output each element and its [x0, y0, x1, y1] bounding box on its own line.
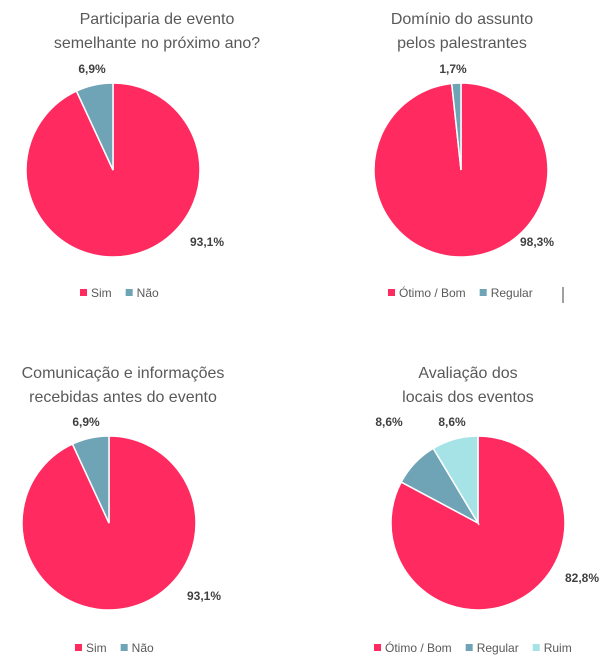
data-label: 98,3%	[520, 235, 554, 249]
chart-title-line: recebidas antes do evento	[29, 389, 217, 406]
legend-entry: Não	[132, 641, 154, 655]
legend-marker	[388, 289, 395, 296]
legend-marker	[120, 644, 128, 651]
chart-title-line: pelos palestrantes	[397, 35, 527, 52]
chart-title-line: Participaria de evento	[80, 11, 235, 28]
pie-slice-regular	[450, 82, 462, 171]
data-label: 82,8%	[565, 571, 599, 585]
legend-entry: Ótimo / Bom	[385, 640, 452, 655]
data-label: 1,7%	[439, 62, 467, 76]
chart-title-line: Comunicação e informações	[22, 365, 225, 382]
legend-entry: Ótimo / Bom	[399, 285, 466, 300]
legend-entry: Regular	[477, 641, 519, 655]
pie-chart-3: Comunicação e informações recebidas antes…	[21, 365, 225, 655]
data-label: 8,6%	[375, 415, 403, 429]
legend-marker	[75, 644, 82, 651]
legend-entry: Sim	[86, 641, 107, 655]
pie-chart-2: Domínio do assunto pelos palestrantes 98,3…	[373, 11, 564, 303]
data-label: 8,6%	[438, 415, 466, 429]
pie-chart-1: Participaria de evento semelhante no próx…	[25, 11, 260, 300]
chart-title-line: Avaliação dos	[418, 365, 517, 382]
legend-marker	[80, 289, 87, 296]
chart-title-line: locais dos eventos	[402, 389, 534, 406]
data-label: 6,9%	[72, 415, 100, 429]
legend-marker	[479, 289, 487, 296]
legend-marker	[374, 644, 381, 651]
pie-slice-ruim	[432, 435, 479, 526]
legend-entry: Sim	[91, 286, 112, 300]
data-label: 93,1%	[187, 589, 221, 603]
legend-marker	[125, 289, 133, 296]
pie-slice-sim	[25, 82, 201, 258]
pie-slice-sim	[21, 435, 197, 611]
pie-slice-n-o	[71, 435, 110, 524]
pie-chart-4: Avaliação dos locais dos eventos 82,8% 8,6%…	[374, 365, 599, 655]
pie-slice-n-o	[75, 82, 114, 171]
data-label: 6,9%	[78, 62, 106, 76]
chart-title-line: Domínio do assunto	[391, 11, 533, 28]
legend-entry: Ruim	[544, 641, 572, 655]
legend-entry: Não	[137, 286, 159, 300]
legend-entry: Regular	[491, 286, 533, 300]
data-label: 93,1%	[190, 235, 224, 249]
legend-marker	[532, 644, 540, 651]
chart-title-line: semelhante no próximo ano?	[54, 35, 260, 52]
legend-marker	[465, 644, 473, 651]
